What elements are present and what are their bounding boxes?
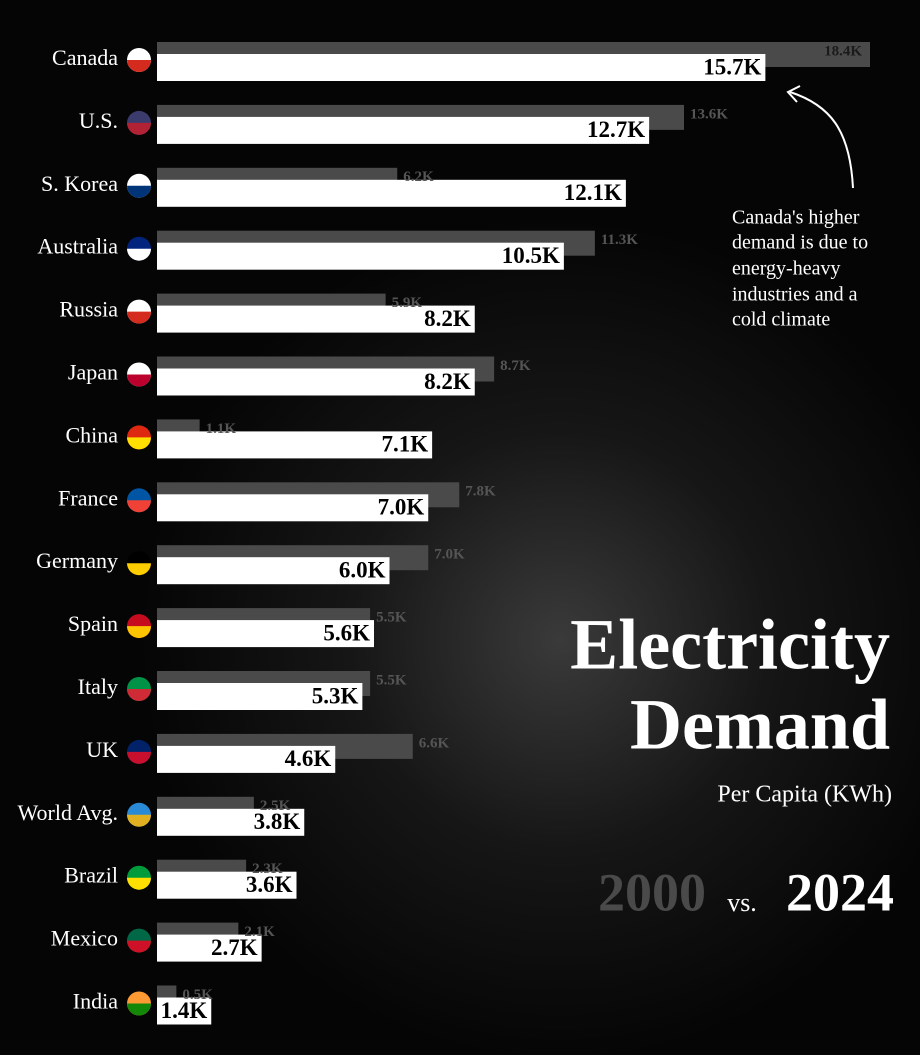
value-label: 8.2K xyxy=(424,369,471,394)
annotation-line: demand is due to xyxy=(732,232,868,254)
value-label: 7.0K xyxy=(378,495,425,520)
flag xyxy=(127,1003,151,1016)
value-label: 10.5K xyxy=(502,243,560,268)
bar xyxy=(157,368,475,396)
value-label: 15.7K xyxy=(703,54,761,79)
value-label: 4.6K xyxy=(285,746,332,771)
flag xyxy=(127,437,151,450)
bar xyxy=(157,808,305,836)
value-label: 2.7K xyxy=(211,935,258,960)
value-label: 7.8K xyxy=(465,484,496,500)
category-label: Canada xyxy=(52,45,118,70)
value-label: 5.5K xyxy=(376,610,407,626)
legend-entry: 2000 xyxy=(598,862,706,922)
annotation: Canada's higher demand is due to energy-… xyxy=(732,207,868,331)
flag xyxy=(127,626,151,639)
bar xyxy=(157,179,626,207)
annotation-line: energy-heavy xyxy=(732,258,840,280)
value-label: 6.6K xyxy=(419,735,450,751)
value-label: 2.1K xyxy=(244,924,275,940)
flag xyxy=(127,563,151,576)
flag xyxy=(127,940,151,953)
chart-title: Demand xyxy=(630,685,890,765)
value-label: 0.5K xyxy=(182,987,213,1003)
annotation-arrowhead xyxy=(786,85,801,103)
flag xyxy=(127,500,151,513)
value-label: 5.6K xyxy=(323,620,370,645)
value-label: 2.5K xyxy=(260,798,291,814)
flag xyxy=(127,814,151,827)
value-label: 8.2K xyxy=(424,306,471,331)
value-label: 1.1K xyxy=(206,421,237,437)
bar xyxy=(157,431,433,459)
category-label: U.S. xyxy=(79,108,118,133)
bar xyxy=(157,683,363,710)
chart-title: Electricity xyxy=(570,605,890,685)
value-label: 5.5K xyxy=(376,672,407,688)
value-label: 12.1K xyxy=(564,180,622,205)
value-label: 3.8K xyxy=(254,809,301,834)
bar xyxy=(157,305,475,333)
category-label: Russia xyxy=(59,297,118,322)
bar xyxy=(157,116,650,144)
annotation-line: cold climate xyxy=(732,309,830,331)
flag xyxy=(127,877,151,890)
category-label: UK xyxy=(86,737,118,762)
value-label: 5.9K xyxy=(392,295,423,311)
value-label: 7.1K xyxy=(381,432,428,457)
category-label: Spain xyxy=(68,611,118,636)
category-label: Mexico xyxy=(51,926,118,951)
value-label: 8.7K xyxy=(500,358,531,374)
bar xyxy=(157,997,212,1025)
value-label: 1.4K xyxy=(161,998,208,1023)
flag xyxy=(127,689,151,701)
category-label: Brazil xyxy=(64,863,118,888)
annotation-arrow xyxy=(789,91,854,189)
value-label: 18.4K xyxy=(824,43,862,59)
legend-entry: 2024 xyxy=(786,862,894,922)
value-label: 3.6K xyxy=(246,872,293,897)
category-label: World Avg. xyxy=(18,800,118,825)
category-label: Germany xyxy=(36,548,118,573)
bar xyxy=(157,557,390,585)
bar xyxy=(157,745,336,773)
flag xyxy=(127,185,151,198)
value-label: 5.3K xyxy=(312,683,359,708)
flag xyxy=(127,751,151,764)
bar xyxy=(157,620,374,648)
value-label: 6.2K xyxy=(403,169,434,185)
category-label: Japan xyxy=(68,360,118,385)
flag xyxy=(127,248,151,261)
bar xyxy=(157,871,297,899)
bar xyxy=(157,54,766,81)
category-label: S. Korea xyxy=(41,171,118,196)
category-label: China xyxy=(65,422,118,447)
flag xyxy=(127,311,151,324)
category-label: Italy xyxy=(78,674,118,699)
value-label: 2.3K xyxy=(252,861,283,877)
bar xyxy=(157,934,262,962)
legend-separator: vs. xyxy=(727,888,757,917)
flag xyxy=(127,122,151,135)
annotation-line: industries and a xyxy=(732,284,858,306)
category-label: Australia xyxy=(37,234,118,259)
bar xyxy=(157,242,564,270)
annotation-line: Canada's higher xyxy=(732,207,860,229)
category-label: India xyxy=(73,989,118,1014)
flag xyxy=(127,374,151,387)
flag xyxy=(127,60,151,72)
value-label: 13.6K xyxy=(690,106,728,122)
category-label: France xyxy=(58,485,118,510)
subtitle: Per Capita (KWh) xyxy=(717,782,892,808)
value-label: 7.0K xyxy=(434,547,465,563)
bar xyxy=(157,494,429,522)
value-label: 6.0K xyxy=(339,557,386,582)
value-label: 11.3K xyxy=(601,232,638,248)
value-label: 12.7K xyxy=(587,117,645,142)
